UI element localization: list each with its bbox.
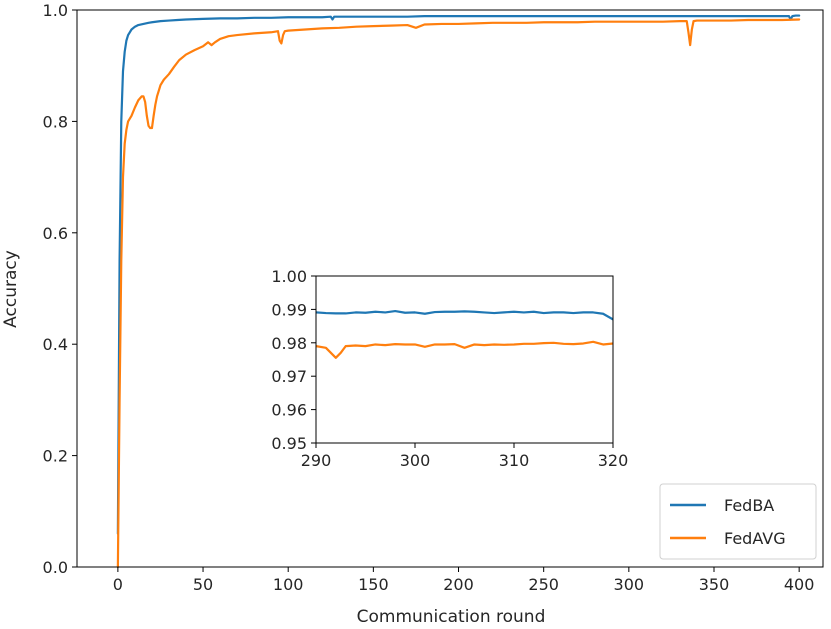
- main-y-ticks: 0.0 0.2 0.4 0.6 0.8 1.0: [43, 1, 77, 577]
- inset-plot-frame: [315, 275, 614, 444]
- inset-series-lines: [316, 309, 613, 359]
- inset-y-tick-label: 0.98: [271, 334, 307, 353]
- main-y-tick-label: 0.4: [43, 335, 68, 354]
- main-y-tick-label: 0.6: [43, 224, 68, 243]
- inset-y-ticks: 0.95 0.96 0.97 0.98 0.99 1.00: [271, 267, 316, 453]
- inset-y-tick-label: 0.96: [271, 401, 307, 420]
- main-x-tick-label: 300: [614, 575, 645, 594]
- inset-line-fedba: [316, 309, 613, 321]
- main-x-tick-label: 200: [443, 575, 474, 594]
- x-axis-label: Communication round: [357, 607, 546, 627]
- main-x-tick-label: 400: [784, 575, 815, 594]
- inset-y-tick-label: 0.99: [271, 300, 307, 319]
- main-series-lines: [116, 14, 801, 569]
- main-x-tick-label: 100: [273, 575, 304, 594]
- main-x-ticks: 0 50 100 150 200 250 300 350 400: [113, 567, 815, 594]
- main-x-tick-label: 50: [193, 575, 213, 594]
- legend-box: [659, 483, 817, 560]
- main-x-tick-label: 250: [528, 575, 559, 594]
- inset-y-tick-label: 1.00: [271, 267, 307, 286]
- inset-x-tick-label: 300: [400, 451, 431, 470]
- legend: FedBA FedAVG: [659, 483, 817, 560]
- main-line-fedba: [116, 14, 801, 535]
- legend-label-fedba: FedBA: [724, 496, 774, 515]
- legend-label-fedavg: FedAVG: [724, 529, 786, 548]
- main-y-tick-label: 0.0: [43, 558, 68, 577]
- inset-x-tick-label: 310: [499, 451, 530, 470]
- main-x-tick-label: 350: [699, 575, 730, 594]
- inset-x-ticks: 290 300 310 320: [301, 443, 629, 470]
- main-x-tick-label: 0: [113, 575, 123, 594]
- main-plot-frame: [76, 9, 824, 568]
- main-y-tick-label: 1.0: [43, 1, 68, 20]
- main-y-tick-label: 0.8: [43, 112, 68, 131]
- inset-x-tick-label: 290: [301, 451, 332, 470]
- main-x-tick-label: 150: [358, 575, 389, 594]
- main-y-tick-label: 0.2: [43, 447, 68, 466]
- inset-x-tick-label: 320: [598, 451, 629, 470]
- inset-line-fedavg: [316, 340, 613, 359]
- y-axis-label: Accuracy: [1, 250, 21, 328]
- main-line-fedavg: [116, 18, 801, 569]
- inset-background: [316, 276, 613, 443]
- inset-plot: 290 300 310 320 0.95 0.96 0.97 0.98 0.99 1.00: [271, 267, 628, 470]
- inset-y-tick-label: 0.97: [271, 367, 307, 386]
- inset-y-tick-label: 0.95: [271, 434, 307, 453]
